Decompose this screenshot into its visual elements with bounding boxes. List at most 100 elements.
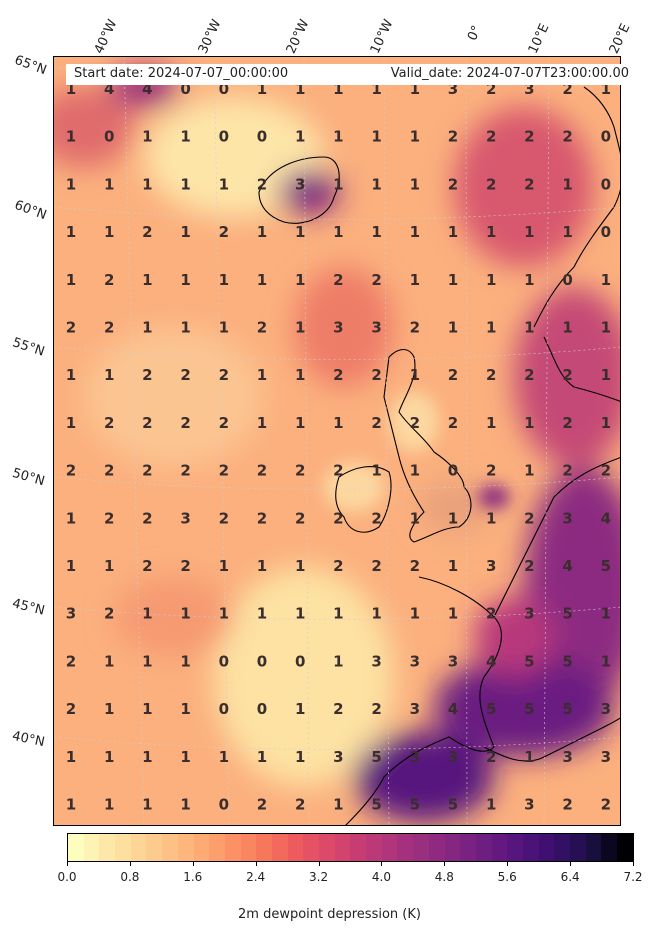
grid-value: 5 — [410, 796, 420, 814]
grid-value: 3 — [524, 605, 534, 623]
grid-value: 2 — [333, 509, 343, 527]
grid-value: 1 — [104, 700, 114, 718]
grid-value: 2 — [562, 414, 572, 432]
grid-value: 1 — [66, 175, 76, 193]
grid-value: 3 — [448, 748, 458, 766]
grid-value: 3 — [601, 700, 611, 718]
grid-value: 0 — [601, 175, 611, 193]
colorbar-segment — [256, 834, 272, 861]
colorbar-tick-label: 2.4 — [246, 870, 266, 884]
grid-value: 1 — [257, 748, 267, 766]
grid-value: 0 — [257, 128, 267, 146]
grid-value: 1 — [219, 319, 229, 337]
colorbar-tick-label: 4.0 — [371, 870, 391, 884]
grid-value: 1 — [524, 319, 534, 337]
grid-value: 2 — [601, 796, 611, 814]
grid-value: 1 — [486, 509, 496, 527]
colorbar-segment — [334, 834, 351, 861]
dewpoint-map: 1 4 4 0 0 1 1 1 1 1 3 2 3 2 1 1 0 1 1 0 0 1 1 1 1 2 2 2 2 0 1 1 1 1 1 2 3 1 1 1… — [54, 57, 620, 825]
grid-value: 2 — [486, 128, 496, 146]
colorbar-segment — [507, 834, 523, 861]
colorbar-segment — [413, 834, 429, 861]
grid-value: 1 — [295, 414, 305, 432]
lat-label-40n: 40°N — [10, 728, 46, 751]
valid-date-label: Valid_date: 2024-07-07T23:00:00.00 — [390, 66, 629, 81]
grid-value: 1 — [601, 80, 611, 98]
grid-value: 3 — [562, 748, 572, 766]
grid-value: 1 — [448, 509, 458, 527]
grid-value: 0 — [601, 128, 611, 146]
grid-value: 5 — [601, 557, 611, 575]
colorbar-segment — [209, 834, 225, 861]
grid-value: 2 — [257, 462, 267, 480]
grid-value: 1 — [219, 557, 229, 575]
dewpoint-field — [54, 67, 620, 822]
grid-value: 1 — [180, 700, 190, 718]
grid-value: 1 — [180, 748, 190, 766]
grid-value: 1 — [295, 700, 305, 718]
grid-value: 2 — [66, 462, 76, 480]
grid-value: 2 — [448, 366, 458, 384]
grid-value: 2 — [219, 223, 229, 241]
grid-value: 1 — [180, 175, 190, 193]
colorbar-segment — [397, 834, 414, 861]
colorbar-segment — [319, 834, 335, 861]
grid-value: 2 — [142, 223, 152, 241]
grid-value: 3 — [524, 796, 534, 814]
grid-value: 1 — [66, 557, 76, 575]
grid-value: 1 — [410, 509, 420, 527]
colorbar-segment — [601, 834, 618, 861]
grid-value: 2 — [562, 128, 572, 146]
grid-value: 4 — [448, 700, 458, 718]
grid-value: 5 — [562, 700, 572, 718]
grid-value: 2 — [180, 366, 190, 384]
grid-value: 1 — [601, 605, 611, 623]
colorbar-segment — [146, 834, 163, 861]
grid-value: 3 — [562, 509, 572, 527]
lon-label-30w: 30°W — [195, 17, 225, 57]
grid-value: 3 — [448, 652, 458, 670]
grid-value: 1 — [524, 223, 534, 241]
grid-value: 1 — [66, 80, 76, 98]
grid-value: 1 — [104, 557, 114, 575]
colorbar-tick — [318, 862, 320, 866]
grid-value: 2 — [219, 509, 229, 527]
colorbar-segment — [428, 834, 445, 861]
colorbar-segment — [99, 834, 116, 861]
colorbar-segment — [193, 834, 210, 861]
grid-value: 0 — [104, 128, 114, 146]
lon-label-10e: 10°E — [525, 21, 553, 57]
grid-value: 1 — [371, 128, 381, 146]
grid-value: 1 — [142, 652, 152, 670]
grid-value: 5 — [448, 796, 458, 814]
grid-value: 1 — [295, 605, 305, 623]
grid-value: 1 — [142, 605, 152, 623]
grid-value: 3 — [410, 748, 420, 766]
grid-value: 2 — [180, 414, 190, 432]
grid-value: 1 — [142, 175, 152, 193]
colorbar-tick-label: 7.2 — [623, 870, 643, 884]
colorbar-tick-label: 5.6 — [497, 870, 517, 884]
grid-value: 2 — [66, 700, 76, 718]
grid-value: 5 — [371, 748, 381, 766]
grid-value: 2 — [371, 271, 381, 289]
grid-value: 1 — [295, 271, 305, 289]
colorbar-tick — [507, 862, 509, 866]
grid-value: 5 — [524, 700, 534, 718]
grid-value: 1 — [257, 605, 267, 623]
grid-value: 2 — [219, 366, 229, 384]
grid-value: 1 — [295, 366, 305, 384]
lon-label-20e: 20°E — [606, 21, 634, 57]
grid-value: 3 — [486, 557, 496, 575]
grid-value: 1 — [142, 748, 152, 766]
grid-value: 1 — [601, 414, 611, 432]
colorbar-tick — [381, 862, 383, 866]
grid-value: 2 — [562, 796, 572, 814]
colorbar-tick — [192, 862, 194, 866]
grid-value: 1 — [486, 319, 496, 337]
grid-value: 2 — [104, 462, 114, 480]
grid-value: 0 — [601, 223, 611, 241]
grid-value: 2 — [66, 319, 76, 337]
lat-label-55n: 55°N — [10, 335, 47, 360]
colorbar-segment — [522, 834, 539, 861]
